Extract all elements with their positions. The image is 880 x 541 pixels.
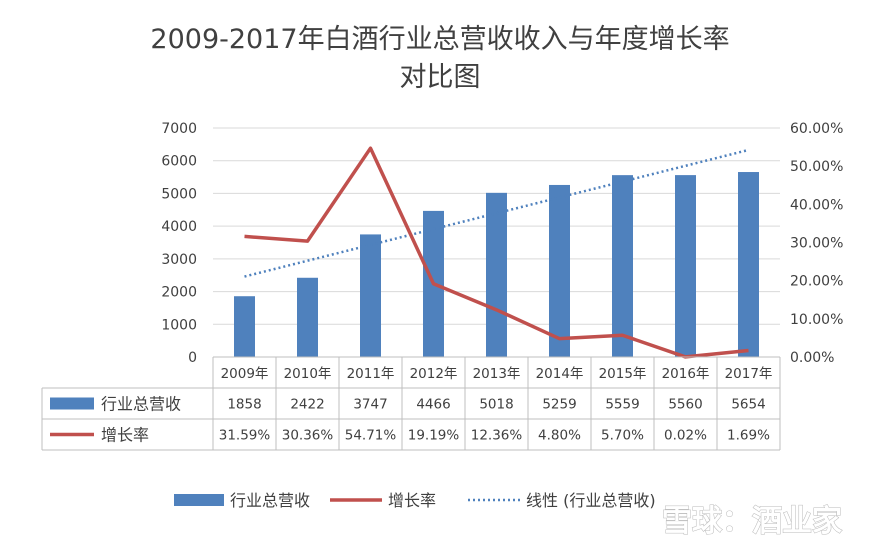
table-cell: 2422: [290, 397, 324, 413]
table-cell: 3747: [353, 397, 387, 413]
bar: [675, 175, 696, 357]
bar-series: [234, 172, 759, 357]
y-right-tick-label: 10.00%: [790, 312, 843, 328]
x-tick-label: 2017年: [725, 366, 773, 382]
trendline-path: [244, 148, 749, 278]
x-tick-label: 2010年: [284, 366, 332, 382]
chart-title-line-1: 2009-2017年白酒行业总营收收入与年度增长率: [150, 24, 729, 55]
y-left-tick-label: 3000: [161, 252, 197, 268]
trendline: [244, 148, 749, 278]
y-left-tick-label: 4000: [161, 219, 197, 235]
legend-key-bar: [174, 494, 224, 506]
y-right-tick-label: 30.00%: [790, 236, 843, 252]
bar: [360, 234, 381, 357]
y-left-tick-label: 1000: [161, 317, 197, 333]
table-row-label: 增长率: [101, 426, 149, 445]
table-cell: 31.59%: [219, 428, 271, 444]
table-cell: 5560: [668, 397, 702, 413]
legend: 行业总营收 增长率 线性 (行业总营收): [174, 491, 656, 510]
y-left-tick-label: 5000: [161, 186, 197, 202]
legend-label: 线性 (行业总营收): [526, 491, 656, 510]
watermark-text: 雪球：酒业家: [662, 504, 842, 539]
data-table: 2009年 2010年 2011年 2012年 2013年 2014年 2015年 2016年…: [41, 356, 781, 451]
y-left-tick-label: 7000: [161, 121, 197, 137]
y-left-tick-label: 6000: [161, 154, 197, 170]
y-left-tick-label: 0: [188, 350, 197, 366]
table-cell: 30.36%: [282, 428, 334, 444]
x-tick-label: 2016年: [662, 366, 710, 382]
table-cell: 4466: [416, 397, 450, 413]
table-cell: 4.80%: [538, 428, 581, 444]
table-cell: 12.36%: [471, 428, 523, 444]
y-axis-left: 0 1000 2000 3000 4000 5000 6000 7000: [161, 121, 197, 366]
y-right-tick-label: 40.00%: [790, 197, 843, 213]
y-axis-right: 0.00% 10.00% 20.00% 30.00% 40.00% 50.00% 60.00…: [790, 121, 843, 366]
table-cell: 5559: [605, 397, 639, 413]
table-cell: 5654: [731, 397, 765, 413]
y-right-tick-label: 0.00%: [790, 350, 834, 366]
bar: [486, 192, 507, 357]
y-right-tick-label: 50.00%: [790, 159, 843, 175]
bar: [549, 184, 570, 357]
y-left-tick-label: 2000: [161, 285, 197, 301]
table-row-label: 行业总营收: [101, 395, 181, 414]
table-key-bar: [50, 397, 94, 410]
table-cell: 54.71%: [345, 428, 397, 444]
x-tick-label: 2011年: [347, 366, 395, 382]
x-tick-label: 2012年: [410, 366, 458, 382]
table-cell: 5018: [479, 397, 513, 413]
y-right-tick-label: 60.00%: [790, 121, 843, 137]
y-right-tick-label: 20.00%: [790, 274, 843, 290]
table-cell: 1.69%: [727, 428, 770, 444]
x-tick-label: 2009年: [221, 366, 269, 382]
table-cell: 1858: [227, 397, 261, 413]
table-cell: 0.02%: [664, 428, 707, 444]
chart-title-line-2: 对比图: [400, 62, 481, 93]
legend-label: 增长率: [388, 491, 436, 510]
x-tick-label: 2013年: [473, 366, 521, 382]
bar: [612, 175, 633, 357]
growth-line: [244, 146, 749, 359]
bar: [738, 172, 759, 357]
legend-label: 行业总营收: [230, 491, 310, 510]
x-tick-label: 2014年: [536, 366, 584, 382]
table-cell: 5259: [542, 397, 576, 413]
growth-line-series: [244, 146, 749, 359]
bar: [234, 296, 255, 357]
table-cell: 5.70%: [601, 428, 644, 444]
table-cell: 19.19%: [408, 428, 460, 444]
x-tick-label: 2015年: [599, 366, 647, 382]
bar: [297, 277, 318, 357]
